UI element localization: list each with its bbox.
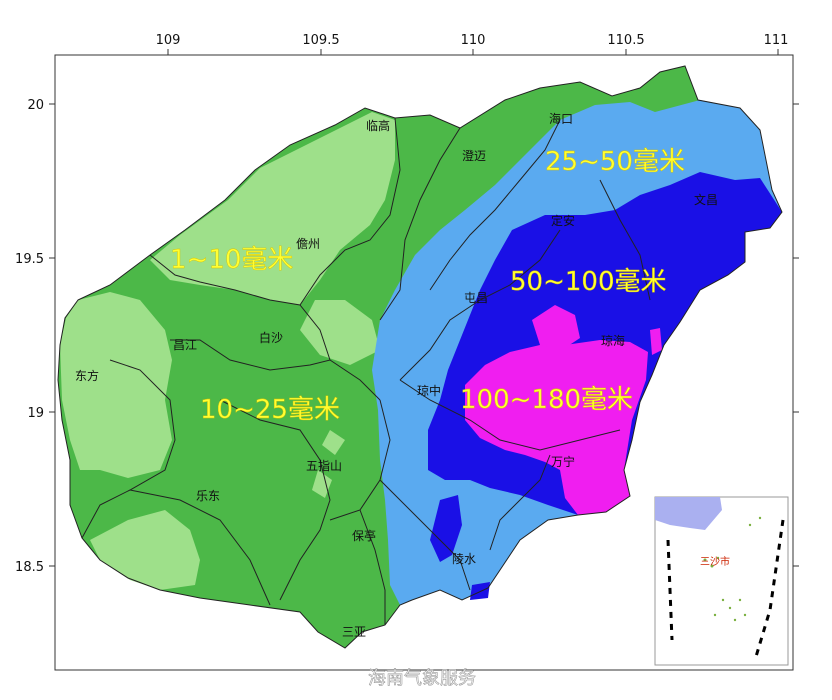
y-tick-label: 19.5 <box>15 252 44 267</box>
city-label: 万宁 <box>551 454 575 469</box>
y-axis <box>49 103 799 567</box>
rainfall-zone-100-180 <box>650 328 662 355</box>
city-label: 文昌 <box>694 192 718 207</box>
x-axis <box>167 49 779 55</box>
city-label: 屯昌 <box>464 291 488 305</box>
city-label: 三亚 <box>342 625 366 639</box>
x-tick-label: 109 <box>156 33 181 48</box>
city-label: 昌江 <box>173 338 197 352</box>
rainfall-zone-50-100 <box>470 582 490 600</box>
watermark: 海南气象服务 <box>368 668 476 689</box>
city-label: 琼海 <box>601 333 625 348</box>
city-label: 陵水 <box>452 552 476 566</box>
city-label: 琼中 <box>417 383 441 398</box>
city-label: 乐东 <box>196 489 220 503</box>
inset-label: 三沙市 <box>700 555 730 568</box>
y-tick-label: 20 <box>27 98 44 113</box>
city-label: 保亭 <box>352 528 376 543</box>
zone-label-1-10: 1~10毫米 <box>170 245 293 275</box>
rainfall-zone-50-100 <box>430 495 462 562</box>
city-label: 澄迈 <box>462 148 486 163</box>
sansha-inset: 三沙市 <box>654 496 789 666</box>
city-label: 白沙 <box>259 330 283 345</box>
x-tick-label: 110 <box>461 33 486 48</box>
x-tick-label: 110.5 <box>607 33 644 48</box>
x-tick-label: 109.5 <box>302 33 339 48</box>
city-label: 儋州 <box>296 237 320 251</box>
county-boundaries <box>57 65 783 649</box>
zone-label-50-100: 50~100毫米 <box>510 267 667 297</box>
rainfall-zone-100-180 <box>532 305 580 350</box>
rainfall-zone-1-10 <box>60 112 395 590</box>
zone-label-25-50: 25~50毫米 <box>545 147 685 177</box>
city-label: 东方 <box>75 368 99 383</box>
city-label: 五指山 <box>306 458 342 473</box>
city-label: 定安 <box>551 213 575 228</box>
city-label: 海口 <box>549 111 573 126</box>
y-tick-label: 18.5 <box>15 560 44 575</box>
x-tick-label: 111 <box>764 33 789 48</box>
y-tick-label: 19 <box>27 406 44 421</box>
city-label: 临高 <box>366 118 390 133</box>
zone-label-100-180: 100~180毫米 <box>460 385 633 415</box>
rainfall-zone-100-180 <box>465 340 648 515</box>
zone-label-10-25: 10~25毫米 <box>200 395 340 425</box>
